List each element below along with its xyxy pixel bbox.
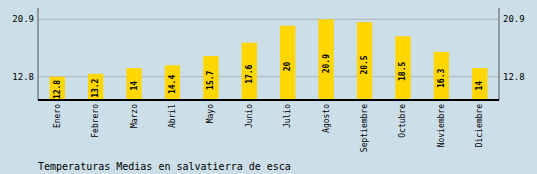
- x-tick-label: Mayo: [206, 104, 215, 123]
- bar: [280, 26, 295, 100]
- x-tick-label: Diciembre: [475, 104, 484, 148]
- bar: [88, 74, 103, 100]
- data-label: 18.5: [398, 62, 407, 81]
- data-label: 20.9: [322, 54, 331, 73]
- grid-line: [38, 19, 499, 20]
- y2-tick-label: 20.9: [503, 14, 525, 24]
- bar: [472, 68, 487, 100]
- bar: [50, 77, 65, 100]
- bar: [165, 65, 180, 100]
- bar: [357, 22, 372, 100]
- data-label: 14: [475, 81, 484, 91]
- bar: [126, 68, 141, 100]
- x-axis-line: [38, 99, 499, 101]
- y-tick-label: 12.8: [12, 72, 34, 82]
- data-label: 15.7: [206, 70, 215, 89]
- x-tick-label: Febrero: [91, 104, 100, 138]
- data-label: 12.8: [53, 80, 62, 99]
- data-label: 14.4: [168, 75, 177, 94]
- bar: [318, 19, 333, 100]
- x-tick-label: Agosto: [322, 104, 331, 133]
- data-label: 17.6: [245, 64, 254, 83]
- y2-tick-label: 12.8: [503, 72, 525, 82]
- data-label: 20: [283, 62, 292, 72]
- bar: [395, 36, 410, 100]
- x-tick-label: Junio: [245, 104, 254, 128]
- y-tick-label: 20.9: [12, 14, 34, 24]
- bar: [203, 56, 218, 100]
- x-tick-label: Octubre: [398, 104, 407, 138]
- data-label: 16.3: [437, 69, 446, 88]
- x-tick-label: Noviembre: [437, 104, 446, 148]
- x-tick-label: Marzo: [130, 104, 139, 128]
- bar: [434, 52, 449, 100]
- data-label: 13.2: [91, 78, 100, 97]
- bars: [50, 19, 488, 100]
- bar: [242, 43, 257, 100]
- chart-svg: 12.8 13.2 14 14.4 15.7 17.6 20 20.9 20.5 18.5 16.3…: [0, 0, 537, 174]
- x-tick-label: Septiembre: [360, 104, 369, 152]
- x-tick-label: Enero: [53, 104, 62, 128]
- y-axis-line: [38, 8, 39, 100]
- x-tick-label: Julio: [283, 104, 292, 128]
- chart-title: Temperaturas Medias en salvatierra de es…: [38, 161, 291, 172]
- x-tick-label: Abril: [168, 104, 177, 128]
- data-label: 20.5: [360, 55, 369, 74]
- grid-line: [38, 76, 499, 77]
- chart-container: 12.8 13.2 14 14.4 15.7 17.6 20 20.9 20.5 18.5 16.3…: [0, 0, 537, 174]
- data-label: 14: [130, 81, 139, 91]
- y2-axis-line: [499, 8, 500, 100]
